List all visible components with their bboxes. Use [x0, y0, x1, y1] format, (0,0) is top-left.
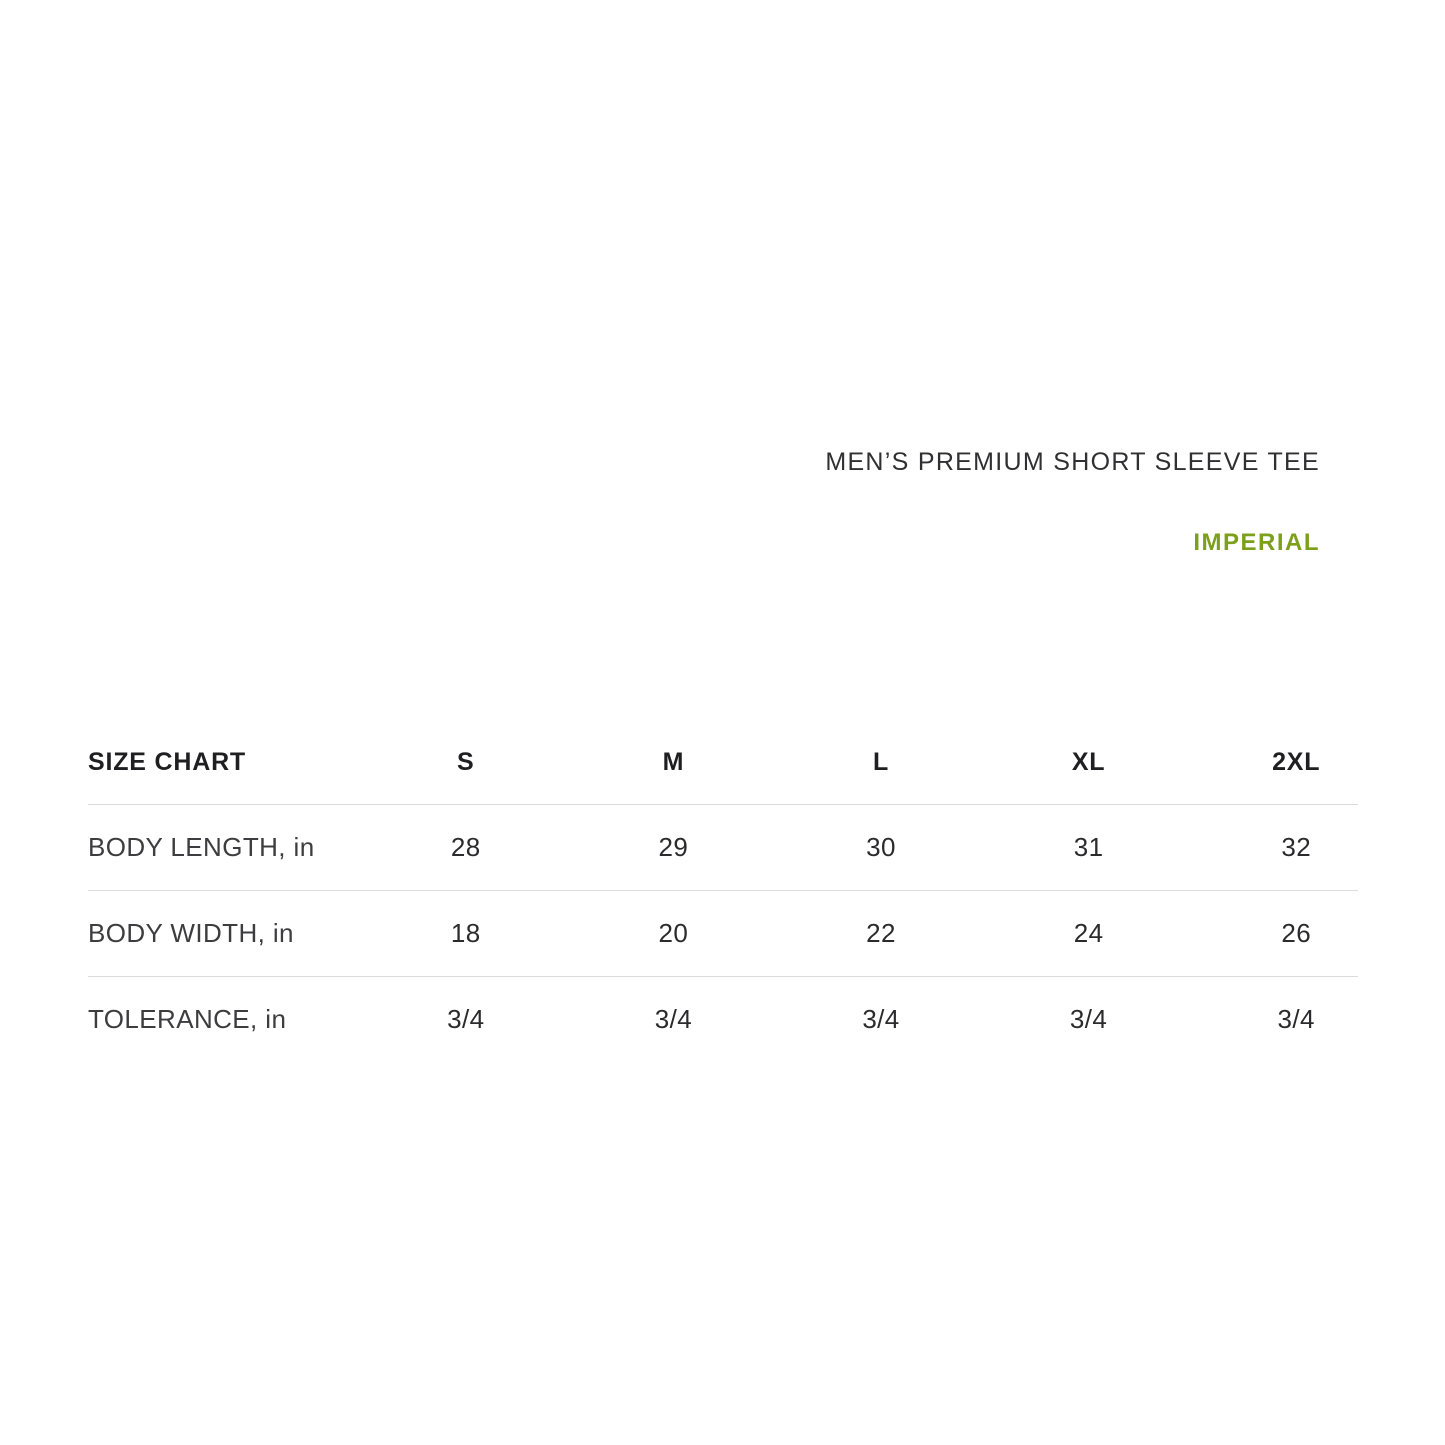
table-header-row: SIZE CHART S M L XL 2XL [88, 720, 1400, 804]
cell-body-width-xl: 24 [1073, 918, 1104, 948]
column-header-l: L [872, 747, 890, 776]
cell-tolerance-2xl: 3/4 [1277, 1004, 1315, 1034]
column-header-size-chart: SIZE CHART [88, 747, 246, 776]
cell-tolerance-m: 3/4 [654, 1004, 693, 1034]
table-row-body-width: BODY WIDTH, in 18 20 22 24 26 [88, 891, 1400, 976]
cell-body-length-m: 29 [658, 832, 689, 862]
column-header-xl: XL [1071, 747, 1106, 776]
cell-tolerance-l: 3/4 [862, 1004, 900, 1034]
row-label-body-width: BODY WIDTH, in [88, 918, 294, 948]
row-label-tolerance: TOLERANCE, in [88, 1004, 287, 1034]
unit-toggle-imperial[interactable]: IMPERIAL [1193, 529, 1320, 556]
product-title: MEN’S PREMIUM SHORT SLEEVE TEE [825, 448, 1320, 476]
cell-body-length-s: 28 [450, 832, 481, 862]
cell-body-length-xl: 31 [1073, 832, 1104, 862]
cell-body-length-l: 30 [866, 832, 896, 862]
cell-tolerance-xl: 3/4 [1069, 1004, 1108, 1034]
cell-tolerance-s: 3/4 [447, 1004, 485, 1034]
header-block: MEN’S PREMIUM SHORT SLEEVE TEE IMPERIAL [825, 448, 1320, 557]
cell-body-width-2xl: 26 [1281, 918, 1312, 948]
table-row-tolerance: TOLERANCE, in 3/4 3/4 3/4 3/4 3/4 [88, 977, 1400, 1062]
divider [88, 890, 1358, 891]
row-label-body-length: BODY LENGTH, in [88, 832, 315, 862]
cell-body-width-m: 20 [658, 918, 689, 948]
divider [88, 804, 1358, 805]
cell-body-length-2xl: 32 [1281, 832, 1312, 862]
cell-body-width-l: 22 [866, 918, 896, 948]
table-row-body-length: BODY LENGTH, in 28 29 30 31 32 [88, 805, 1400, 890]
column-header-s: S [457, 747, 475, 776]
divider [88, 976, 1358, 977]
column-header-m: M [662, 747, 685, 776]
column-header-2xl: 2XL [1272, 747, 1321, 776]
cell-body-width-s: 18 [450, 918, 481, 948]
size-chart-table: SIZE CHART S M L XL 2XL BODY LENGTH, in … [88, 720, 1400, 1062]
